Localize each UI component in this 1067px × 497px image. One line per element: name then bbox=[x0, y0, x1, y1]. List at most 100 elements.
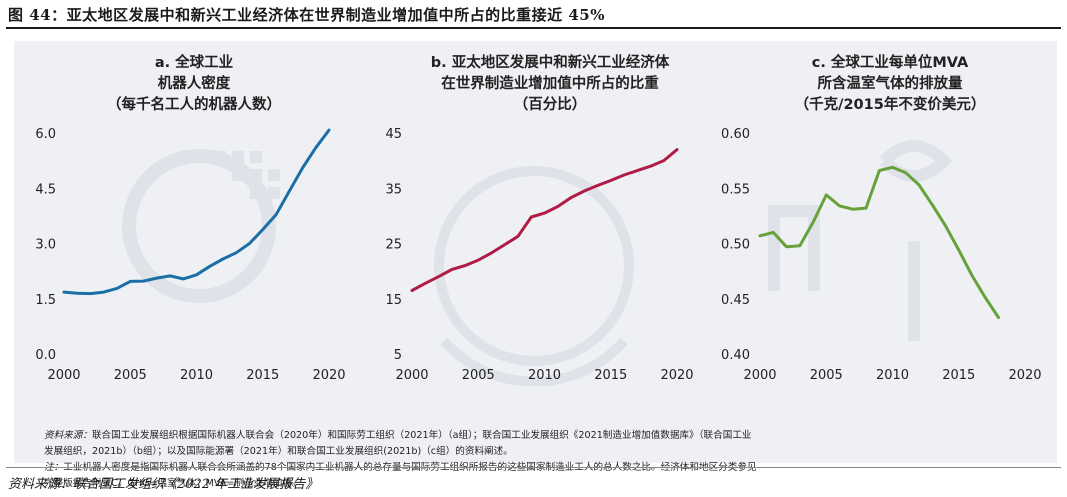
chart-c-y-tick-label: 0.40 bbox=[721, 348, 750, 363]
chart-c-data-point bbox=[997, 316, 1000, 319]
chart-panel: a. 全球工业 机器人密度 （每千名工人的机器人数） 0.0 1.5 3.0 4.5 6… bbox=[14, 41, 1057, 489]
chart-b-data-point bbox=[543, 211, 546, 215]
chart-a-y-tick-label: 3.0 bbox=[35, 238, 56, 253]
chart-c-data-point bbox=[970, 274, 974, 277]
chart-c-data-point bbox=[931, 203, 934, 207]
chart-c-x-tick-label: 2020 bbox=[1008, 368, 1041, 383]
factory-watermark-icon bbox=[768, 205, 820, 291]
chart-b-title-line-1: b. 亚太地区发展中和新兴工业经济体 bbox=[431, 53, 670, 71]
chart-a-data-point bbox=[129, 280, 132, 283]
globe-watermark-icon bbox=[434, 166, 634, 366]
chart-a-data-point bbox=[195, 273, 198, 277]
figure-title: 图 44：亚太地区发展中和新兴工业经济体在世界制造业增加值中所占的比重接近 45… bbox=[8, 6, 605, 24]
chart-b-data-point bbox=[490, 251, 493, 255]
chart-a-y-tick-label: 0.0 bbox=[35, 348, 56, 363]
gear-watermark-icon bbox=[122, 149, 276, 303]
chart-c-data-point bbox=[891, 166, 894, 169]
chart-b-data-point bbox=[662, 159, 665, 162]
chart-a-data-point bbox=[142, 279, 145, 283]
chart-b-data-point bbox=[516, 235, 520, 238]
chart-a-x-tick-label: 2010 bbox=[180, 368, 213, 383]
chart-c-title-line-3: （千克/2015年不变价美元） bbox=[795, 95, 986, 113]
chart-c-y-tick-label: 0.60 bbox=[721, 127, 750, 142]
chart-c-data-point bbox=[838, 204, 841, 208]
chart-a-data-point bbox=[288, 189, 291, 193]
chart-c-y-tick-label: 0.55 bbox=[721, 182, 750, 197]
chart-b-data-point bbox=[569, 196, 573, 199]
chart-a-data-point bbox=[168, 274, 172, 278]
chart-a-x-tick-label: 2020 bbox=[312, 368, 345, 383]
chart-c-data-point bbox=[811, 221, 815, 224]
chart-b-data-point bbox=[636, 169, 639, 172]
chart-a-data-point bbox=[62, 290, 66, 294]
chart-b-data-point bbox=[675, 148, 679, 151]
chart-c-x-tick-label: 2010 bbox=[876, 368, 909, 383]
chart-a-series-line bbox=[62, 128, 331, 296]
chart-c-y-tick-label: 0.50 bbox=[721, 238, 750, 253]
chart-b-data-point bbox=[649, 164, 652, 168]
chart-a-y-tick-label: 4.5 bbox=[35, 182, 56, 197]
chart-c-data-point bbox=[772, 231, 775, 234]
chart-b-y-tick-label: 35 bbox=[385, 182, 402, 197]
chart-a-data-point bbox=[115, 287, 119, 290]
chart-b-title-line-2: 在世界制造业增加值中所占的比重 bbox=[441, 74, 659, 92]
chart-c-title-line-1: c. 全球工业每单位MVA bbox=[812, 53, 969, 71]
chart-a-data-point bbox=[274, 213, 278, 216]
chart-b-data-point bbox=[609, 179, 612, 182]
note-label: 资料来源： bbox=[44, 430, 92, 441]
chart-b-data-point bbox=[477, 258, 480, 262]
chart-c-data-point bbox=[851, 208, 854, 211]
note-line-source-0: 资料来源：联合国工业发展组织根据国际机器人联合会（2020年）和国际劳工组织（2… bbox=[44, 428, 1064, 444]
chart-a-data-point bbox=[89, 292, 92, 295]
chart-a-y-tick-label: 1.5 bbox=[35, 293, 56, 308]
chart-a-title-line-1: a. 全球工业 bbox=[155, 53, 233, 71]
chart-a-data-point bbox=[208, 265, 211, 268]
chart-a-data-point bbox=[301, 166, 304, 170]
chart-b-data-point bbox=[596, 184, 599, 187]
chart-c-data-point bbox=[944, 224, 947, 228]
chart-a-data-point bbox=[327, 128, 331, 132]
chart-a-data-point bbox=[182, 277, 185, 281]
chart-c-x-tick-label: 2005 bbox=[810, 368, 843, 383]
chart-b-data-point bbox=[622, 173, 626, 177]
chart-b-y-tick-label: 45 bbox=[385, 127, 402, 142]
chart-c-data-point bbox=[984, 296, 987, 299]
note-text: 联合国工业发展组织根据国际机器人联合会（2020年）和国际劳工组织（2021年）… bbox=[91, 430, 752, 441]
background-watermark bbox=[122, 140, 953, 386]
chart-b-x-tick-label: 2015 bbox=[594, 368, 627, 383]
chart-c-x-tick-label: 2000 bbox=[743, 368, 776, 383]
chart-c-data-point bbox=[957, 248, 960, 252]
chart-b-y-tick-label: 15 bbox=[385, 293, 402, 308]
chart-c-data-point bbox=[798, 244, 801, 247]
top-rule bbox=[6, 27, 1061, 29]
chart-a-data-point bbox=[155, 276, 158, 280]
chart-b-data-point bbox=[556, 205, 559, 208]
chart-c-data-point bbox=[878, 169, 881, 172]
chart-a-data-point bbox=[261, 228, 264, 231]
chart-b-title-line-3: （百分比） bbox=[514, 95, 587, 113]
chart-c-ghg-per-mva: c. 全球工业每单位MVA 所含温室气体的排放量 （千克/2015年不变价美元）… bbox=[721, 53, 1042, 383]
bottom-rule bbox=[6, 467, 1061, 468]
chart-b-x-tick-label: 2020 bbox=[660, 368, 693, 383]
chart-c-data-point bbox=[904, 171, 907, 174]
chart-a-data-point bbox=[221, 257, 225, 261]
chart-b-x-tick-label: 2000 bbox=[395, 368, 428, 383]
chart-b-data-point bbox=[410, 289, 414, 292]
chart-c-y-tick-label: 0.45 bbox=[721, 293, 750, 308]
chart-c-data-point bbox=[825, 193, 828, 197]
source-line: 资料来源：联合国工发组织《2022 年工业发展报告》 bbox=[8, 477, 319, 492]
chart-a-data-point bbox=[102, 290, 105, 294]
chart-a-data-point bbox=[314, 146, 317, 149]
chart-a-title-line-2: 机器人密度 bbox=[158, 74, 231, 92]
chart-b-data-point bbox=[503, 243, 506, 246]
chart-c-title-line-2: 所含温室气体的排放量 bbox=[818, 74, 963, 92]
chart-a-title-line-3: （每千名工人的机器人数） bbox=[107, 95, 281, 113]
chart-a-x-tick-label: 2015 bbox=[246, 368, 279, 383]
chart-b-asia-pacific-share: b. 亚太地区发展中和新兴工业经济体 在世界制造业增加值中所占的比重 （百分比）… bbox=[385, 53, 693, 383]
chart-a-data-point bbox=[248, 242, 251, 245]
chart-c-data-point bbox=[785, 245, 788, 249]
note-line-source-1: 发展组织，2021b）（b组）；以及国际能源署（2021年）和联合国工业发展组织… bbox=[44, 444, 1064, 460]
chart-b-data-point bbox=[450, 268, 453, 271]
chart-c-data-point bbox=[758, 234, 762, 237]
chart-b-data-point bbox=[424, 282, 427, 285]
